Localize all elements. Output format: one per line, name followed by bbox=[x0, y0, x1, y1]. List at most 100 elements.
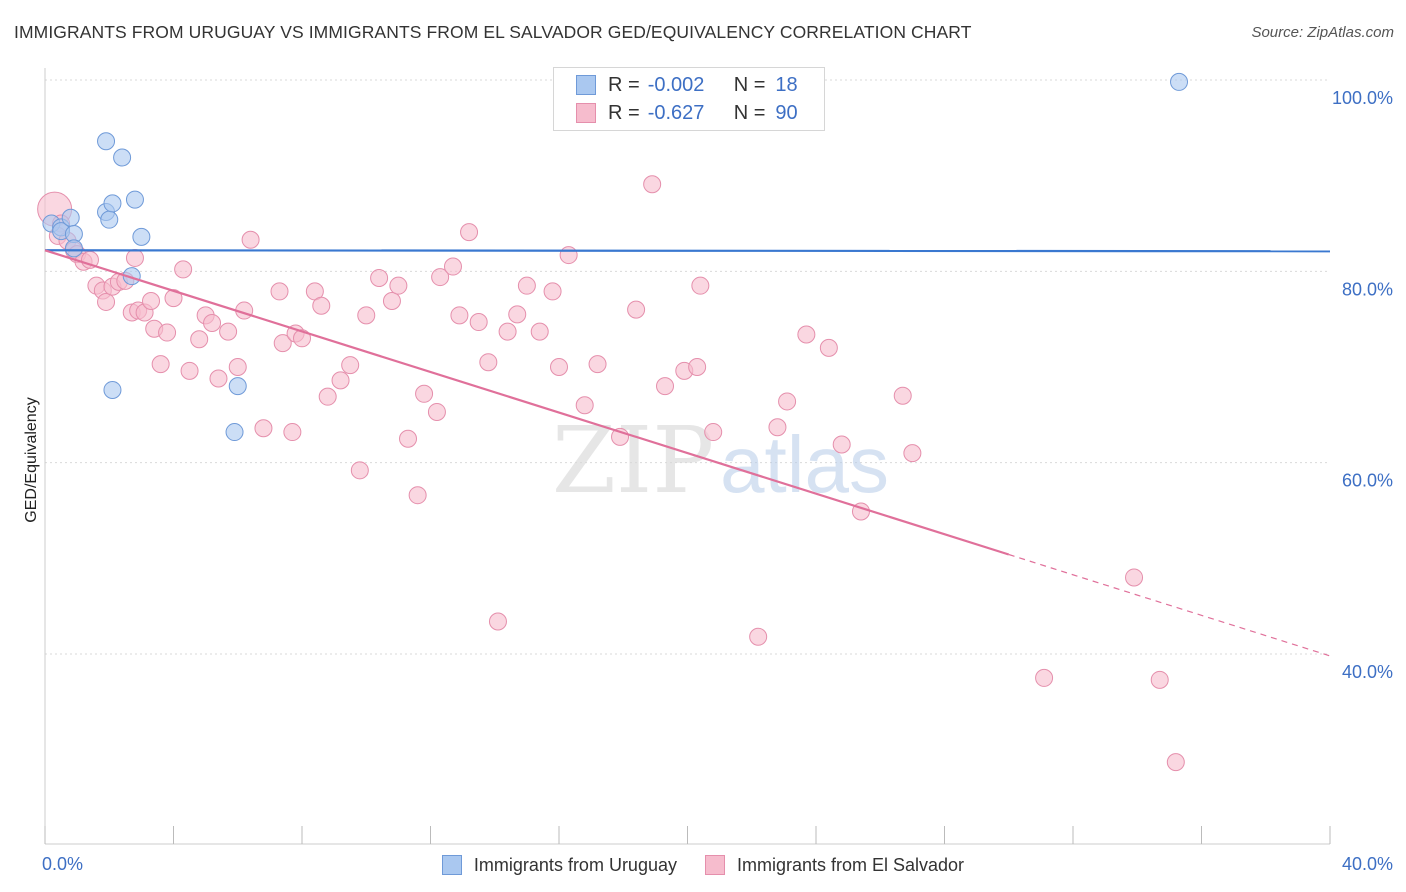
point-elsalvador-41 bbox=[318, 387, 337, 406]
point-elsalvador-20 bbox=[151, 355, 170, 374]
legend-r-value: -0.627 bbox=[647, 101, 705, 124]
point-elsalvador-15 bbox=[125, 248, 144, 267]
legend-r-label: R = bbox=[608, 101, 640, 124]
legend-n-value: 90 bbox=[775, 101, 798, 124]
series-swatch-uruguay bbox=[441, 855, 462, 875]
point-elsalvador-24 bbox=[180, 361, 199, 380]
watermark: ZIP atlas bbox=[552, 407, 889, 514]
point-elsalvador-77 bbox=[749, 627, 768, 646]
trend-layer bbox=[44, 249, 1331, 657]
legend-row-uruguay: R = -0.002 N = 18 bbox=[576, 71, 798, 99]
point-elsalvador-61 bbox=[508, 305, 527, 324]
point-elsalvador-38 bbox=[293, 329, 311, 348]
point-elsalvador-64 bbox=[543, 282, 562, 301]
point-elsalvador-42 bbox=[331, 371, 350, 390]
legend-r-value: -0.002 bbox=[647, 73, 705, 96]
point-elsalvador-34 bbox=[270, 282, 289, 301]
label-layer: 40.0% 60.0% 80.0% 100.0% 0.0% 40.0% GED/Equiva… bbox=[23, 88, 1393, 874]
point-elsalvador-27 bbox=[203, 313, 222, 332]
point-elsalvador-71 bbox=[643, 175, 662, 194]
point-elsalvador-50 bbox=[408, 486, 427, 505]
point-uruguay-5 bbox=[64, 239, 83, 258]
watermark-zip: ZIP bbox=[552, 407, 714, 514]
point-elsalvador-33 bbox=[254, 419, 273, 438]
y-axis-title: GED/Equivalency bbox=[23, 397, 40, 522]
point-elsalvador-40 bbox=[312, 296, 331, 315]
point-elsalvador-88 bbox=[1150, 670, 1169, 689]
point-elsalvador-78 bbox=[768, 418, 787, 437]
point-elsalvador-25 bbox=[190, 330, 209, 349]
point-elsalvador-56 bbox=[460, 223, 479, 242]
series-legend-elsalvador: Immigrants from El Salvador bbox=[704, 854, 965, 876]
point-elsalvador-30 bbox=[228, 358, 247, 376]
point-elsalvador-55 bbox=[450, 306, 469, 325]
point-elsalvador-89 bbox=[1166, 753, 1185, 772]
point-elsalvador-47 bbox=[382, 291, 401, 310]
series-legend: Immigrants from Uruguay Immigrants from … bbox=[0, 852, 1406, 878]
chart-source: Source: ZipAtlas.com bbox=[1251, 24, 1394, 41]
point-elsalvador-36 bbox=[283, 423, 302, 442]
watermark-atlas: atlas bbox=[720, 420, 889, 509]
point-elsalvador-86 bbox=[1035, 668, 1054, 687]
point-elsalvador-76 bbox=[704, 423, 723, 442]
point-elsalvador-65 bbox=[550, 358, 568, 376]
legend-swatch-uruguay bbox=[576, 75, 596, 95]
point-uruguay-10 bbox=[103, 194, 122, 213]
grid-layer bbox=[45, 79, 1330, 655]
point-elsalvador-49 bbox=[399, 429, 418, 448]
point-elsalvador-87 bbox=[1125, 568, 1144, 587]
correlation-legend: R = -0.002 N = 18 R = -0.627 N = 90 bbox=[553, 67, 825, 131]
trend-line-uruguay bbox=[44, 249, 1331, 253]
legend-row-elsalvador: R = -0.627 N = 90 bbox=[576, 99, 798, 127]
y-tick-label-3: 100.0% bbox=[1332, 88, 1393, 108]
y-tick-label-0: 40.0% bbox=[1342, 662, 1393, 682]
point-elsalvador-28 bbox=[209, 369, 228, 388]
point-elsalvador-67 bbox=[575, 396, 594, 415]
legend-r-label: R = bbox=[608, 73, 640, 96]
point-elsalvador-35 bbox=[273, 334, 292, 353]
point-uruguay-7 bbox=[113, 148, 132, 167]
points-layer bbox=[37, 72, 1189, 772]
point-uruguay-15 bbox=[228, 377, 247, 396]
y-tick-label-1: 60.0% bbox=[1342, 471, 1393, 491]
series-label-uruguay: Immigrants from Uruguay bbox=[473, 854, 677, 875]
point-elsalvador-57 bbox=[469, 313, 488, 332]
point-elsalvador-10 bbox=[97, 292, 116, 311]
point-uruguay-9 bbox=[100, 210, 119, 229]
legend-n-value: 18 bbox=[775, 73, 798, 96]
x-tick-label-max: 40.0% bbox=[1342, 854, 1393, 874]
point-elsalvador-85 bbox=[903, 444, 922, 463]
point-elsalvador-70 bbox=[627, 300, 646, 319]
point-uruguay-3 bbox=[61, 208, 80, 227]
point-elsalvador-72 bbox=[656, 377, 675, 396]
point-elsalvador-62 bbox=[517, 276, 536, 295]
point-elsalvador-23 bbox=[174, 260, 193, 279]
point-elsalvador-46 bbox=[370, 269, 389, 288]
series-label-elsalvador: Immigrants from El Salvador bbox=[736, 854, 965, 875]
point-elsalvador-29 bbox=[219, 322, 238, 341]
point-elsalvador-45 bbox=[357, 306, 376, 325]
point-elsalvador-32 bbox=[241, 230, 260, 249]
point-elsalvador-51 bbox=[415, 384, 434, 403]
point-elsalvador-48 bbox=[389, 276, 408, 295]
point-uruguay-12 bbox=[132, 227, 151, 246]
point-elsalvador-21 bbox=[158, 323, 177, 342]
point-uruguay-17 bbox=[1170, 72, 1189, 91]
point-uruguay-16 bbox=[225, 423, 244, 442]
point-elsalvador-44 bbox=[350, 461, 369, 480]
point-uruguay-11 bbox=[125, 190, 144, 209]
point-elsalvador-63 bbox=[530, 322, 549, 341]
point-elsalvador-66 bbox=[559, 246, 578, 265]
point-elsalvador-53 bbox=[431, 268, 450, 287]
x-tick-label-min: 0.0% bbox=[42, 854, 83, 874]
series-legend-uruguay: Immigrants from Uruguay bbox=[441, 854, 677, 876]
trend-line-elsalvador-extension bbox=[1008, 553, 1331, 657]
chart-title: IMMIGRANTS FROM URUGUAY VS IMMIGRANTS FR… bbox=[14, 22, 972, 42]
point-elsalvador-80 bbox=[797, 325, 816, 344]
legend-swatch-elsalvador bbox=[576, 103, 596, 123]
legend-n-label: N = bbox=[733, 73, 766, 96]
legend-n-label: N = bbox=[733, 101, 766, 124]
point-elsalvador-75 bbox=[691, 276, 710, 295]
point-elsalvador-22 bbox=[164, 289, 183, 308]
